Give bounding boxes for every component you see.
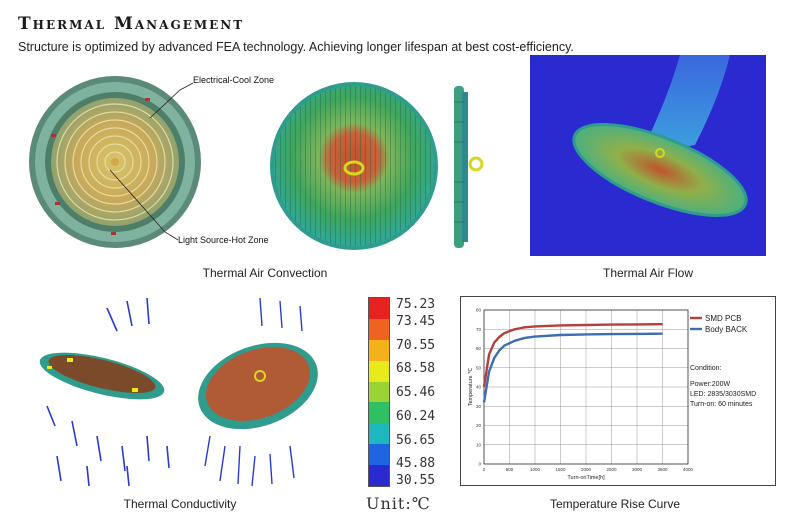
heatsink-thermal-image <box>270 82 438 250</box>
y-axis-label: Temperature ℃ <box>468 367 474 406</box>
color-scale-value: 70.55 <box>396 337 436 353</box>
color-scale-value: 45.88 <box>396 456 436 472</box>
color-scale-value: 56.65 <box>396 432 436 448</box>
temperature-unit-label: Unit:℃ <box>366 494 431 513</box>
thermal-conductivity-image-1 <box>39 297 170 487</box>
color-scale-segment <box>369 339 389 361</box>
y-tick-label: 70 <box>476 327 482 332</box>
page-subtitle: Structure is optimized by advanced FEA t… <box>18 40 574 54</box>
lamp-top-view-image <box>29 76 201 248</box>
color-scale-value: 75.23 <box>396 297 436 312</box>
color-scale-segment <box>369 298 389 319</box>
temperature-color-scale <box>368 297 390 487</box>
heatsink-side-view-image <box>454 86 484 248</box>
series-line <box>482 332 663 403</box>
color-scale-segment <box>369 360 389 382</box>
x-tick-label: 3000 <box>632 467 643 472</box>
x-tick-label: 1500 <box>555 467 566 472</box>
y-tick-label: 10 <box>476 442 482 447</box>
x-tick-label: 500 <box>506 467 514 472</box>
legend-entry: Body BACK <box>705 325 748 334</box>
color-scale-segment <box>369 423 389 445</box>
thermal-conductivity-image-2 <box>198 297 318 487</box>
legend-entry: SMD PCB <box>705 314 741 323</box>
x-tick-label: 4000 <box>683 467 694 472</box>
color-scale-segment <box>369 402 389 424</box>
electrical-cool-zone-label: Electrical-Cool Zone <box>193 75 275 85</box>
color-scale-segment <box>369 318 389 340</box>
x-tick-label: 3500 <box>657 467 668 472</box>
x-tick-label: 0 <box>483 467 486 472</box>
x-tick-label: 2000 <box>581 467 592 472</box>
y-tick-label: 80 <box>476 308 482 313</box>
caption-thermal-conductivity: Thermal Conductivity <box>123 497 237 511</box>
caption-thermal-air-convection: Thermal Air Convection <box>202 266 328 280</box>
color-scale-value: 73.45 <box>396 313 436 329</box>
color-scale-value: 65.46 <box>396 385 436 400</box>
color-scale-segment <box>369 381 389 403</box>
thermal-air-flow-image <box>530 55 766 256</box>
y-tick-label: 20 <box>476 423 482 428</box>
color-scale-segment <box>369 444 389 465</box>
x-tick-label: 1000 <box>530 467 541 472</box>
light-source-hot-zone-label: Light Source-Hot Zone <box>178 235 269 245</box>
x-tick-label: 2500 <box>606 467 617 472</box>
condition-line: Power:200W <box>690 381 730 388</box>
caption-temperature-rise-curve: Temperature Rise Curve <box>549 497 681 511</box>
x-axis-label: Turn-onTime[h] <box>567 475 605 481</box>
page-title: Thermal Management <box>18 14 245 34</box>
chart-frame <box>460 296 776 486</box>
series-line <box>482 323 663 388</box>
y-tick-label: 50 <box>476 365 482 370</box>
y-tick-label: 30 <box>476 404 482 409</box>
color-scale-value: 68.58 <box>396 361 436 377</box>
condition-line: LED: 2835/3030SMD <box>690 391 756 398</box>
color-scale-value: 30.55 <box>396 473 436 488</box>
condition-line: Turn-on: 60 minutes <box>690 401 753 408</box>
color-scale-value: 60.24 <box>396 408 436 424</box>
color-scale-segment <box>369 465 389 486</box>
y-tick-label: 60 <box>476 346 482 351</box>
temperature-rise-chart: 0 500 1000 1500 2000 2500 3000 3500 4000 0 10 20 30 4… <box>460 296 776 486</box>
caption-thermal-air-flow: Thermal Air Flow <box>602 266 694 280</box>
condition-title: Condition: <box>690 365 722 372</box>
y-tick-label: 0 <box>478 462 481 467</box>
y-tick-label: 40 <box>476 385 482 390</box>
